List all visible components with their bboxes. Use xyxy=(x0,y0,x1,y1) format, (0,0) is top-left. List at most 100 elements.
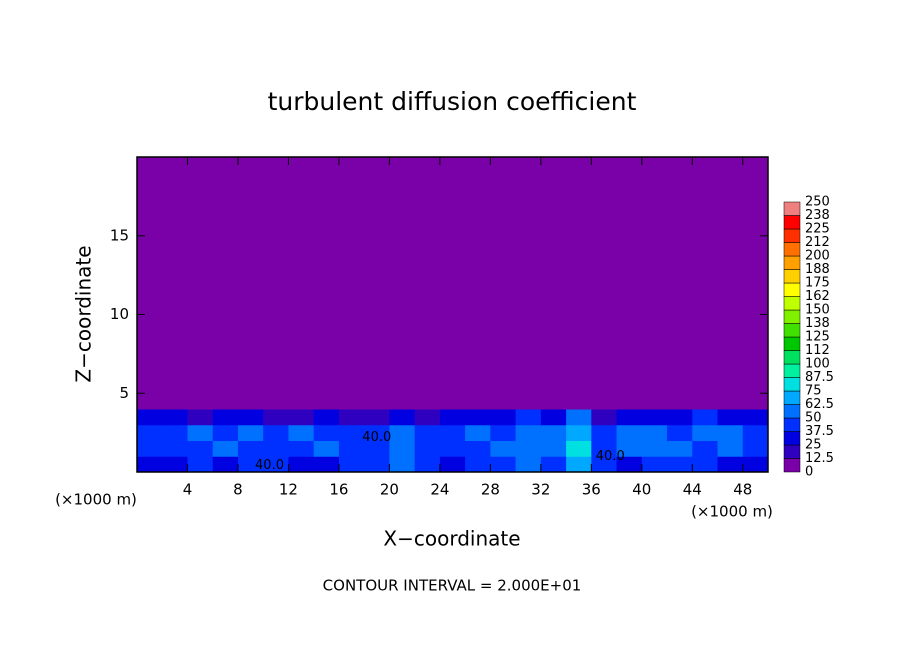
field-cell xyxy=(338,409,365,426)
field-cell xyxy=(616,409,643,426)
contour-label: 40.0 xyxy=(596,449,625,464)
field-cell xyxy=(641,409,668,426)
field-cell xyxy=(540,440,567,457)
field-cell xyxy=(237,424,264,441)
field-cell xyxy=(566,424,592,441)
field-cell xyxy=(313,440,340,457)
x-unit: (×1000 m) xyxy=(691,503,773,521)
x-tick-label: 48 xyxy=(733,481,752,499)
y-unit: (×1000 m) xyxy=(55,491,137,509)
colorbar-band xyxy=(783,323,801,338)
field-cell xyxy=(616,424,643,441)
field-cell xyxy=(389,393,416,410)
x-tick-label: 24 xyxy=(430,481,449,499)
field-cell xyxy=(515,424,542,441)
field-cell xyxy=(313,409,340,426)
x-tick-label: 28 xyxy=(481,481,500,499)
field-cell xyxy=(162,424,188,441)
field-cell xyxy=(439,440,466,457)
field-cell xyxy=(692,424,719,441)
field-cell xyxy=(641,440,668,457)
field-cell xyxy=(742,456,769,473)
colorbar-label: 87.5 xyxy=(805,370,834,385)
colorbar-band xyxy=(783,269,801,284)
field-cell xyxy=(389,440,416,457)
colorbar-label: 225 xyxy=(805,222,830,237)
x-tick-label: 12 xyxy=(279,481,298,499)
field-cell xyxy=(566,456,592,473)
colorbar-band xyxy=(783,309,801,324)
field-cell xyxy=(338,424,365,441)
field-cell xyxy=(439,424,466,441)
field-cell xyxy=(288,409,315,426)
field-cell xyxy=(364,409,390,426)
colorbar-label: 238 xyxy=(805,208,830,223)
colorbar-label: 138 xyxy=(805,316,830,331)
field-cell xyxy=(717,440,744,457)
field-cell xyxy=(591,409,618,426)
field-cell xyxy=(137,456,163,473)
field-cell xyxy=(162,440,188,457)
colorbar-band xyxy=(783,242,801,257)
x-tick-label: 32 xyxy=(531,481,550,499)
field-cell xyxy=(237,409,264,426)
field-cell xyxy=(717,393,744,410)
colorbar-label: 125 xyxy=(805,330,830,345)
field-cell xyxy=(389,409,416,426)
field-cell xyxy=(212,393,239,410)
field-cell xyxy=(263,409,289,426)
field-cell xyxy=(490,393,517,410)
field-cell xyxy=(338,456,365,473)
field-cell xyxy=(439,393,466,410)
field-cell xyxy=(515,409,542,426)
colorbar-label: 12.5 xyxy=(805,451,834,466)
colorbar-band xyxy=(783,390,801,405)
field-cell xyxy=(465,393,491,410)
field-cell xyxy=(263,393,289,410)
field-cell xyxy=(414,456,441,473)
colorbar-band xyxy=(783,255,801,270)
field-cell xyxy=(187,456,214,473)
colorbar-band xyxy=(783,215,801,230)
field-cell xyxy=(515,456,542,473)
colorbar-band xyxy=(783,363,801,378)
field-cell xyxy=(540,393,567,410)
colorbar-band xyxy=(783,377,801,392)
field-cell xyxy=(717,424,744,441)
y-tick-label: 15 xyxy=(110,226,129,244)
colorbar-label: 50 xyxy=(805,411,822,426)
field-cell xyxy=(566,409,592,426)
x-tick-label: 20 xyxy=(380,481,399,499)
field-cell xyxy=(591,456,618,473)
field-cell xyxy=(742,424,769,441)
field-cell xyxy=(237,456,264,473)
field-cell xyxy=(591,393,618,410)
field-cell xyxy=(237,393,264,410)
field-cell xyxy=(742,393,769,410)
field-cell xyxy=(137,393,163,410)
x-tick-label: 36 xyxy=(582,481,601,499)
x-tick-label: 8 xyxy=(233,481,243,499)
field-cell xyxy=(162,456,188,473)
field-cell xyxy=(313,456,340,473)
field-cell xyxy=(137,424,163,441)
field-cell xyxy=(414,424,441,441)
field-cell xyxy=(237,440,264,457)
colorbar-label: 0 xyxy=(805,465,813,480)
colorbar-band xyxy=(783,404,801,419)
field-cell xyxy=(692,409,719,426)
field-cell xyxy=(389,456,416,473)
field-cell xyxy=(616,393,643,410)
field-cell xyxy=(187,409,214,426)
field-cell xyxy=(263,456,289,473)
field-cell xyxy=(313,424,340,441)
field-cell xyxy=(162,393,188,410)
field-cell xyxy=(692,440,719,457)
field-cell xyxy=(667,456,693,473)
colorbar-label: 100 xyxy=(805,357,830,372)
colorbar-label: 25 xyxy=(805,438,822,453)
field-cell xyxy=(389,424,416,441)
field-cell xyxy=(742,409,769,426)
field-cell xyxy=(667,440,693,457)
